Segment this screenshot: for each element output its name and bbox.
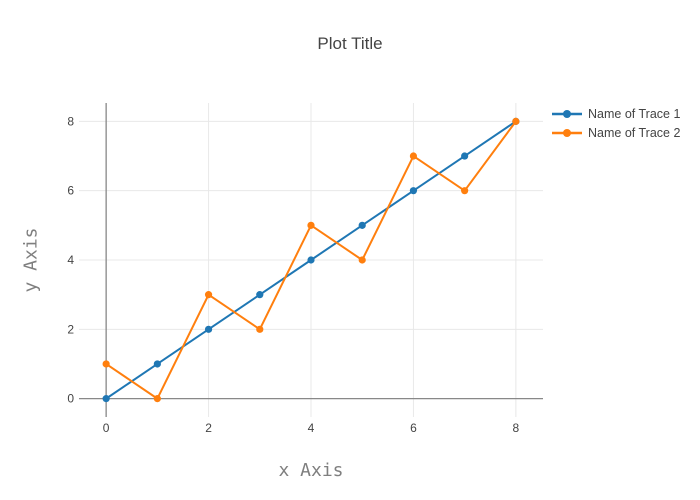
x-tick-label: 4 <box>308 421 315 435</box>
y-tick-label: 8 <box>67 114 74 128</box>
trace-2-marker[interactable] <box>512 117 520 125</box>
y-tick-label: 2 <box>67 322 74 336</box>
trace-1-marker[interactable] <box>461 152 469 160</box>
y-tick-label: 6 <box>67 184 74 198</box>
x-tick-label: 2 <box>205 421 212 435</box>
plot-title: Plot Title <box>317 34 383 53</box>
legend-swatch-icon <box>552 110 582 118</box>
trace-2-marker[interactable] <box>102 360 110 368</box>
x-tick-label: 0 <box>103 421 110 435</box>
trace-2-marker[interactable] <box>204 291 213 299</box>
trace-1-marker[interactable] <box>409 187 418 195</box>
legend: Name of Trace 1 Name of Trace 2 <box>552 106 680 141</box>
trace-2-marker[interactable] <box>256 325 264 333</box>
legend-swatch-icon <box>552 129 582 137</box>
legend-item-trace-1[interactable]: Name of Trace 1 <box>552 106 680 122</box>
trace-2-marker[interactable] <box>307 221 315 229</box>
trace-1-marker[interactable] <box>307 256 315 264</box>
trace-1-marker[interactable] <box>204 325 213 333</box>
trace-1-marker[interactable] <box>153 360 161 368</box>
legend-item-trace-2[interactable]: Name of Trace 2 <box>552 125 680 141</box>
trace-2-marker[interactable] <box>153 395 161 403</box>
y-tick-label: 4 <box>67 253 74 267</box>
trace-1-marker[interactable] <box>102 395 110 403</box>
y-axis-title: y Axis <box>20 227 42 293</box>
trace-1-marker[interactable] <box>358 221 366 229</box>
x-tick-label: 8 <box>513 421 520 435</box>
trace-2-marker[interactable] <box>358 256 366 264</box>
x-tick-label: 6 <box>410 421 417 435</box>
legend-label: Name of Trace 2 <box>588 126 681 140</box>
trace-2-marker[interactable] <box>409 152 418 160</box>
y-tick-label: 0 <box>67 392 74 406</box>
trace-1-marker[interactable] <box>256 291 264 299</box>
x-axis-title: x Axis <box>278 460 344 481</box>
trace-2-marker[interactable] <box>461 187 469 195</box>
legend-label: Name of Trace 1 <box>588 107 681 121</box>
